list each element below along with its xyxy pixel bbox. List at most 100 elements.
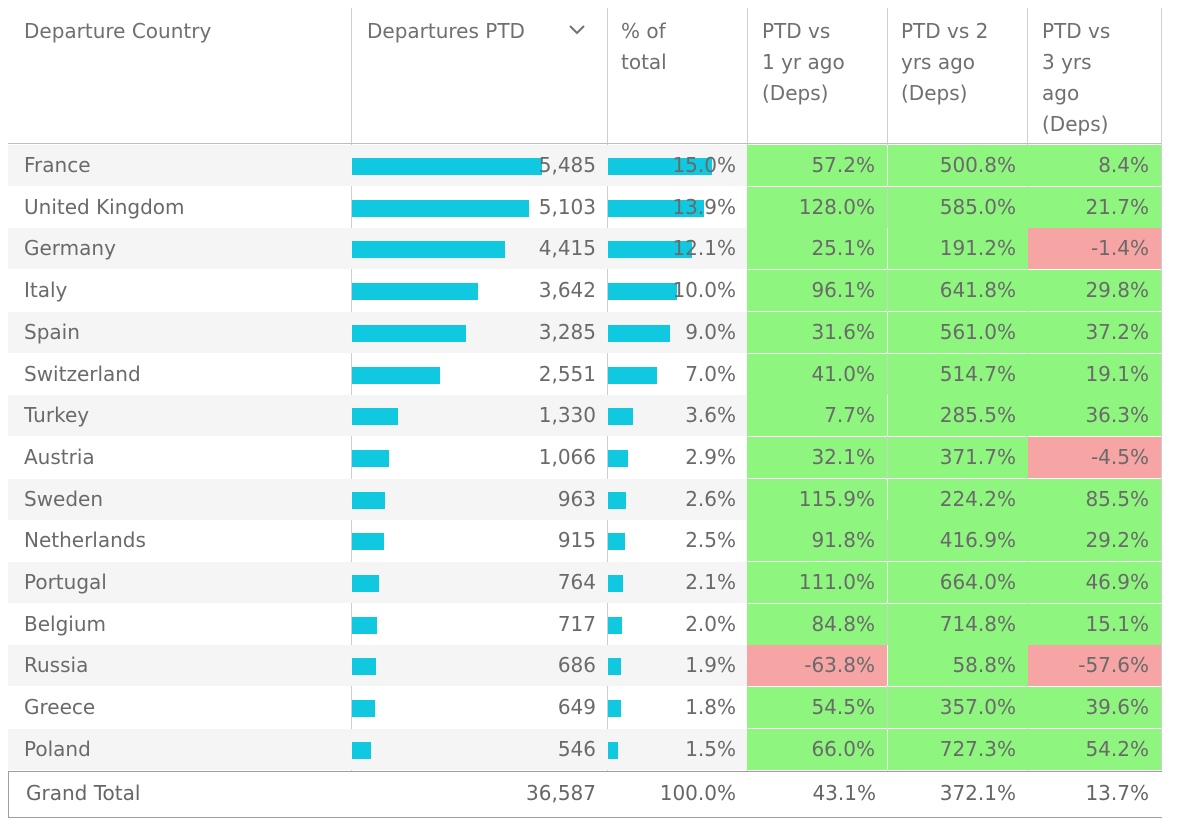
country-label: Germany bbox=[24, 236, 116, 261]
pct-total-value: 2.0% bbox=[685, 611, 736, 636]
ptd-vs3-cell: 85.5% bbox=[1028, 478, 1161, 520]
chevron-down-icon[interactable] bbox=[566, 18, 588, 40]
pct-total-value: 7.0% bbox=[685, 361, 736, 386]
table-row[interactable]: Greece 649 1.8% 54.5% 357.0% 39.6% bbox=[8, 687, 1161, 729]
table-row[interactable]: Austria 1,066 2.9% 32.1% 371.7% -4.5% bbox=[8, 436, 1161, 478]
departures-value: 3,642 bbox=[538, 278, 596, 303]
pct-total-value: 2.9% bbox=[685, 444, 736, 469]
ptd-vs1-cell: 128.0% bbox=[747, 186, 887, 228]
departures-bar bbox=[352, 741, 371, 759]
ptd-vs2-cell: 585.0% bbox=[888, 186, 1028, 228]
departures-value: 915 bbox=[557, 528, 596, 553]
ptd-vs2-value: 191.2% bbox=[939, 236, 1016, 261]
pct-total-bar bbox=[608, 741, 619, 759]
ptd-vs3-cell: -4.5% bbox=[1028, 436, 1161, 478]
ptd-vs2-value: 664.0% bbox=[939, 570, 1016, 594]
pct-total-bar bbox=[608, 241, 692, 259]
table-row[interactable]: Belgium 717 2.0% 84.8% 714.8% 15.1% bbox=[8, 603, 1161, 645]
departures-value: 1,066 bbox=[538, 444, 596, 469]
ptd-vs2-value: 514.7% bbox=[939, 361, 1016, 386]
table-row[interactable]: Italy 3,642 10.0% 96.1% 641.8% 29.8% bbox=[8, 270, 1161, 312]
departures-bar bbox=[352, 700, 375, 718]
ptd-vs3-value: 46.9% bbox=[1085, 570, 1149, 594]
pct-total-bar bbox=[608, 616, 622, 634]
table-row[interactable]: Germany 4,415 12.1% 25.1% 191.2% -1.4% bbox=[8, 228, 1161, 270]
ptd-vs3-value: -57.6% bbox=[1078, 653, 1149, 678]
grand-total-vs2: 372.1% bbox=[939, 781, 1016, 805]
header-departure-country[interactable]: Departure Country bbox=[24, 19, 212, 43]
country-label: Greece bbox=[24, 695, 96, 720]
pct-total-bar bbox=[608, 408, 633, 426]
country-label: Portugal bbox=[24, 570, 107, 594]
header-divider bbox=[8, 143, 1161, 144]
ptd-vs3-value: 15.1% bbox=[1085, 611, 1149, 636]
departures-bar bbox=[352, 158, 542, 175]
ptd-vs1-value: 32.1% bbox=[811, 444, 875, 469]
ptd-vs2-cell: 191.2% bbox=[888, 228, 1028, 270]
departures-value: 546 bbox=[557, 736, 596, 761]
ptd-vs1-cell: 25.1% bbox=[747, 228, 887, 270]
table-row[interactable]: Poland 546 1.5% 66.0% 727.3% 54.2% bbox=[8, 728, 1161, 770]
pct-total-bar bbox=[608, 366, 657, 384]
ptd-vs1-value: 84.8% bbox=[811, 611, 875, 636]
table-row[interactable]: Netherlands 915 2.5% 91.8% 416.9% 29.2% bbox=[8, 520, 1161, 562]
table-row[interactable]: Spain 3,285 9.0% 31.6% 561.0% 37.2% bbox=[8, 311, 1161, 353]
pct-total-bar bbox=[608, 449, 629, 467]
departures-bar bbox=[352, 575, 379, 592]
table-row[interactable]: United Kingdom 5,103 13.9% 128.0% 585.0% 21.7… bbox=[8, 186, 1161, 228]
header-ptd-vs-3yrs[interactable]: PTD vs 3 yrs ago (Deps) bbox=[1042, 19, 1111, 136]
country-label: France bbox=[24, 153, 91, 177]
ptd-vs3-value: -4.5% bbox=[1090, 444, 1149, 469]
ptd-vs1-value: 96.1% bbox=[811, 278, 875, 303]
table-row[interactable]: Russia 686 1.9% -63.8% 58.8% -57.6% bbox=[8, 645, 1161, 687]
ptd-vs3-cell: 37.2% bbox=[1028, 311, 1161, 353]
pct-total-bar bbox=[608, 199, 705, 217]
table-row[interactable]: Sweden 963 2.6% 115.9% 224.2% 85.5% bbox=[8, 478, 1161, 520]
header-departures-ptd[interactable]: Departures PTD bbox=[367, 19, 525, 43]
ptd-vs3-value: 39.6% bbox=[1085, 695, 1149, 720]
ptd-vs1-cell: 54.5% bbox=[747, 687, 887, 729]
ptd-vs1-value: 41.0% bbox=[811, 361, 875, 386]
ptd-vs1-cell: 111.0% bbox=[747, 562, 887, 603]
table-row[interactable]: Turkey 1,330 3.6% 7.7% 285.5% 36.3% bbox=[8, 395, 1161, 437]
ptd-vs1-cell: 91.8% bbox=[747, 520, 887, 562]
ptd-vs2-cell: 727.3% bbox=[888, 728, 1028, 770]
ptd-vs2-value: 641.8% bbox=[939, 278, 1016, 303]
ptd-vs1-value: 66.0% bbox=[811, 736, 875, 761]
header-ptd-vs-1yr[interactable]: PTD vs 1 yr ago (Deps) bbox=[762, 19, 845, 105]
pct-total-bar bbox=[608, 283, 678, 301]
ptd-vs1-value: 7.7% bbox=[824, 403, 875, 428]
ptd-vs3-cell: -57.6% bbox=[1028, 645, 1161, 687]
table-row[interactable]: France 5,485 15.0% 57.2% 500.8% 8.4% bbox=[8, 145, 1161, 186]
pct-total-bar bbox=[608, 575, 623, 592]
ptd-vs1-value: 111.0% bbox=[798, 570, 875, 594]
ptd-vs3-value: 21.7% bbox=[1085, 194, 1149, 219]
ptd-vs2-cell: 416.9% bbox=[888, 520, 1028, 562]
departures-value: 5,485 bbox=[538, 153, 596, 177]
departures-value: 764 bbox=[557, 570, 596, 594]
ptd-vs3-cell: 21.7% bbox=[1028, 186, 1161, 228]
departures-bar bbox=[352, 533, 384, 551]
country-label: United Kingdom bbox=[24, 194, 185, 219]
ptd-vs2-cell: 285.5% bbox=[888, 395, 1028, 437]
ptd-vs2-value: 357.0% bbox=[939, 695, 1016, 720]
departures-bar bbox=[352, 324, 466, 342]
departures-bar bbox=[352, 408, 399, 426]
ptd-vs2-cell: 357.0% bbox=[888, 687, 1028, 729]
ptd-vs1-value: -63.8% bbox=[804, 653, 875, 678]
departures-value: 2,551 bbox=[538, 361, 596, 386]
table-row[interactable]: Switzerland 2,551 7.0% 41.0% 514.7% 19.1% bbox=[8, 353, 1161, 395]
header-ptd-vs-2yrs[interactable]: PTD vs 2 yrs ago (Deps) bbox=[901, 19, 989, 105]
ptd-vs3-value: 85.5% bbox=[1085, 486, 1149, 511]
ptd-vs1-value: 91.8% bbox=[811, 528, 875, 553]
ptd-vs1-cell: 32.1% bbox=[747, 436, 887, 478]
departures-bar bbox=[352, 616, 377, 634]
pct-total-bar bbox=[608, 700, 621, 718]
departures-bar bbox=[352, 199, 529, 217]
column-divider bbox=[1161, 8, 1162, 816]
grand-total-vs1: 43.1% bbox=[812, 781, 876, 805]
table-row[interactable]: Portugal 764 2.1% 111.0% 664.0% 46.9% bbox=[8, 562, 1161, 603]
country-label: Russia bbox=[24, 653, 89, 678]
header-pct-total[interactable]: % of total bbox=[621, 19, 667, 74]
